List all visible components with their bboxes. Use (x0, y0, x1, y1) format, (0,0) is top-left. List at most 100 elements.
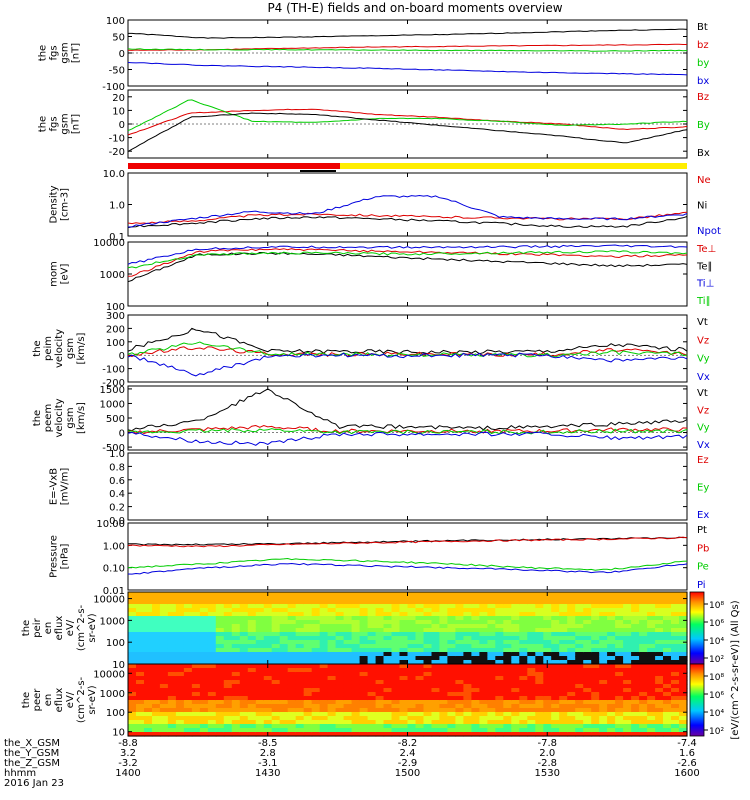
y-tick-label: 0.6 (109, 476, 125, 487)
legend-pressure-3: Pi (697, 580, 706, 591)
panel-peer_eflux: 10000 1000 100 10 the peer en eflux eV/(cm^2-s-s… (21, 663, 688, 739)
legend-peim_velocity-0: Vt (697, 317, 708, 328)
x-tick-label: -8.8 (118, 738, 138, 749)
mode-bar-yellow (340, 163, 687, 169)
legend-temperature-2: Ti⊥ (696, 279, 714, 290)
series-peem_velocity-0 (127, 388, 688, 432)
y-tick-label: 1000 (100, 689, 125, 700)
y-axis-label: gsm (60, 113, 71, 134)
colorbar-upper-tick-0: 10⁸ (709, 601, 724, 611)
colorbar-upper-tick-2: 10⁴ (709, 637, 724, 647)
x-tick-label: 1500 (395, 768, 420, 779)
legend-peem_velocity-0: Vt (697, 388, 708, 399)
y-axis-label: en (43, 622, 54, 635)
y-axis-label: [km/s] (76, 402, 87, 434)
legend-efield-2: Ex (697, 510, 709, 521)
legend-fgs_gsm-1: bz (697, 40, 709, 51)
series-pressure-1 (127, 536, 688, 548)
y-axis-label: eflux (54, 688, 65, 713)
y-tick-label: 0 (119, 120, 125, 131)
legend-fgs_gsm-2: by (697, 58, 709, 69)
y-tick-label: 10000 (93, 595, 125, 606)
y-tick-label: 100 (106, 302, 125, 313)
panel-peim_velocity: 300 200 100 0 -100 -200 the peim velocity gsm [km/… (32, 311, 710, 389)
x-tick-label: 1400 (115, 768, 140, 779)
legend-temperature-1: Te∥ (696, 261, 713, 272)
y-axis-label: peim (43, 336, 54, 361)
y-axis-label: eV/ (65, 691, 76, 708)
y-axis-label: [eV] (60, 264, 71, 285)
legend-temperature-3: Ti∥ (696, 296, 711, 307)
series-temperature-0 (127, 248, 688, 277)
colorbar-label: [eV/(cm^2-s-sr-eV)] (All Qs) (730, 600, 741, 739)
mode-bar-marker (300, 170, 336, 172)
y-tick-label: 10.0 (103, 169, 125, 180)
y-tick-label: 0 (119, 49, 125, 60)
panel-density: 10.0 1.0 0.1 Density [cm-3] Ne Ni Npot (49, 169, 721, 243)
y-tick-label: 100 (106, 16, 125, 27)
y-axis-label: peir (32, 617, 43, 637)
x-row-label: the_X_GSM (4, 738, 60, 749)
series-temperature-3 (127, 250, 688, 269)
y-axis-label: eflux (54, 616, 65, 641)
panel-pressure: 10.00 1.00 0.10 0.01 Pressure [nPa] Pt Pb Pe Pi (49, 519, 710, 597)
y-tick-label: 300 (106, 311, 125, 322)
y-tick-label: -200 (102, 378, 125, 389)
x-row-label: hhmm (4, 768, 36, 779)
legend-density-2: Npot (697, 226, 721, 237)
y-axis-label: en (43, 694, 54, 707)
y-tick-label: 500 (106, 414, 125, 425)
x-tick-label: 3.2 (120, 748, 136, 759)
y-tick-label: 10.00 (96, 519, 125, 530)
colorbar-lower-tick-2: 10⁴ (709, 709, 724, 719)
x-tick-label: -7.8 (537, 738, 557, 749)
y-tick-label: 1000 (100, 616, 125, 627)
colorbar-upper (689, 591, 705, 665)
y-tick-label: 100 (106, 338, 125, 349)
colorbar-lower-tick-1: 10⁶ (709, 691, 724, 701)
chart-title: P4 (TH-E) fields and on-board moments ov… (267, 1, 562, 15)
y-tick-label: 0.8 (109, 462, 125, 473)
panel-frame (127, 89, 688, 159)
series-peim_velocity-0 (127, 327, 688, 355)
y-tick-label: 0.2 (109, 503, 125, 514)
y-tick-label: 20 (112, 93, 125, 104)
series-fgs_gsm-3 (127, 62, 688, 76)
y-tick-label: 50 (112, 33, 125, 44)
y-axis-label: gsm (65, 407, 76, 428)
legend-fgs_gsm_detrended-2: Bx (697, 148, 710, 159)
y-axis-label: gsm (65, 338, 76, 359)
y-axis-label: the (21, 692, 32, 708)
x-tick-label: -2.8 (537, 758, 557, 769)
y-tick-label: 10000 (93, 669, 125, 680)
x-row-label: the_Y_GSM (4, 748, 59, 759)
panel-frame (127, 385, 688, 451)
y-axis-label: mom (49, 261, 60, 287)
series-fgs_gsm_detrended-1 (127, 99, 688, 132)
y-axis-label: [nT] (71, 114, 82, 134)
panel-frame (127, 452, 688, 521)
legend-fgs_gsm-0: Bt (697, 22, 708, 33)
legend-peem_velocity-2: Vy (697, 423, 710, 434)
y-tick-label: 1000 (100, 399, 125, 410)
legend-peim_velocity-3: Vx (697, 372, 710, 383)
series-fgs_gsm-0 (128, 28, 688, 39)
x-tick-label: -3.2 (118, 758, 138, 769)
colorbar: 10⁸ 10⁶ 10⁴ 10² 10⁸ 10⁶ 10⁴ 10² [eV/(cm^2-s-sr-… (689, 591, 741, 740)
legend-fgs_gsm_detrended-0: Bz (697, 92, 709, 103)
series-peim_velocity-3 (127, 352, 688, 377)
y-axis-label: peem (43, 404, 54, 432)
legend-peim_velocity-1: Vz (697, 335, 709, 346)
panel-frame (127, 172, 688, 237)
x-tick-label: -8.5 (258, 738, 278, 749)
legend-fgs_gsm-3: bx (697, 76, 709, 87)
y-axis-label: sr-eV) (87, 613, 98, 642)
y-tick-label: -100 (102, 365, 125, 376)
y-tick-label: -500 (102, 443, 125, 454)
x-tick-label: -8.2 (398, 738, 418, 749)
y-tick-label: 10 (112, 106, 125, 117)
colorbar-lower-tick-0: 10⁸ (709, 673, 724, 683)
series-fgs_gsm_detrended-0 (127, 108, 688, 136)
